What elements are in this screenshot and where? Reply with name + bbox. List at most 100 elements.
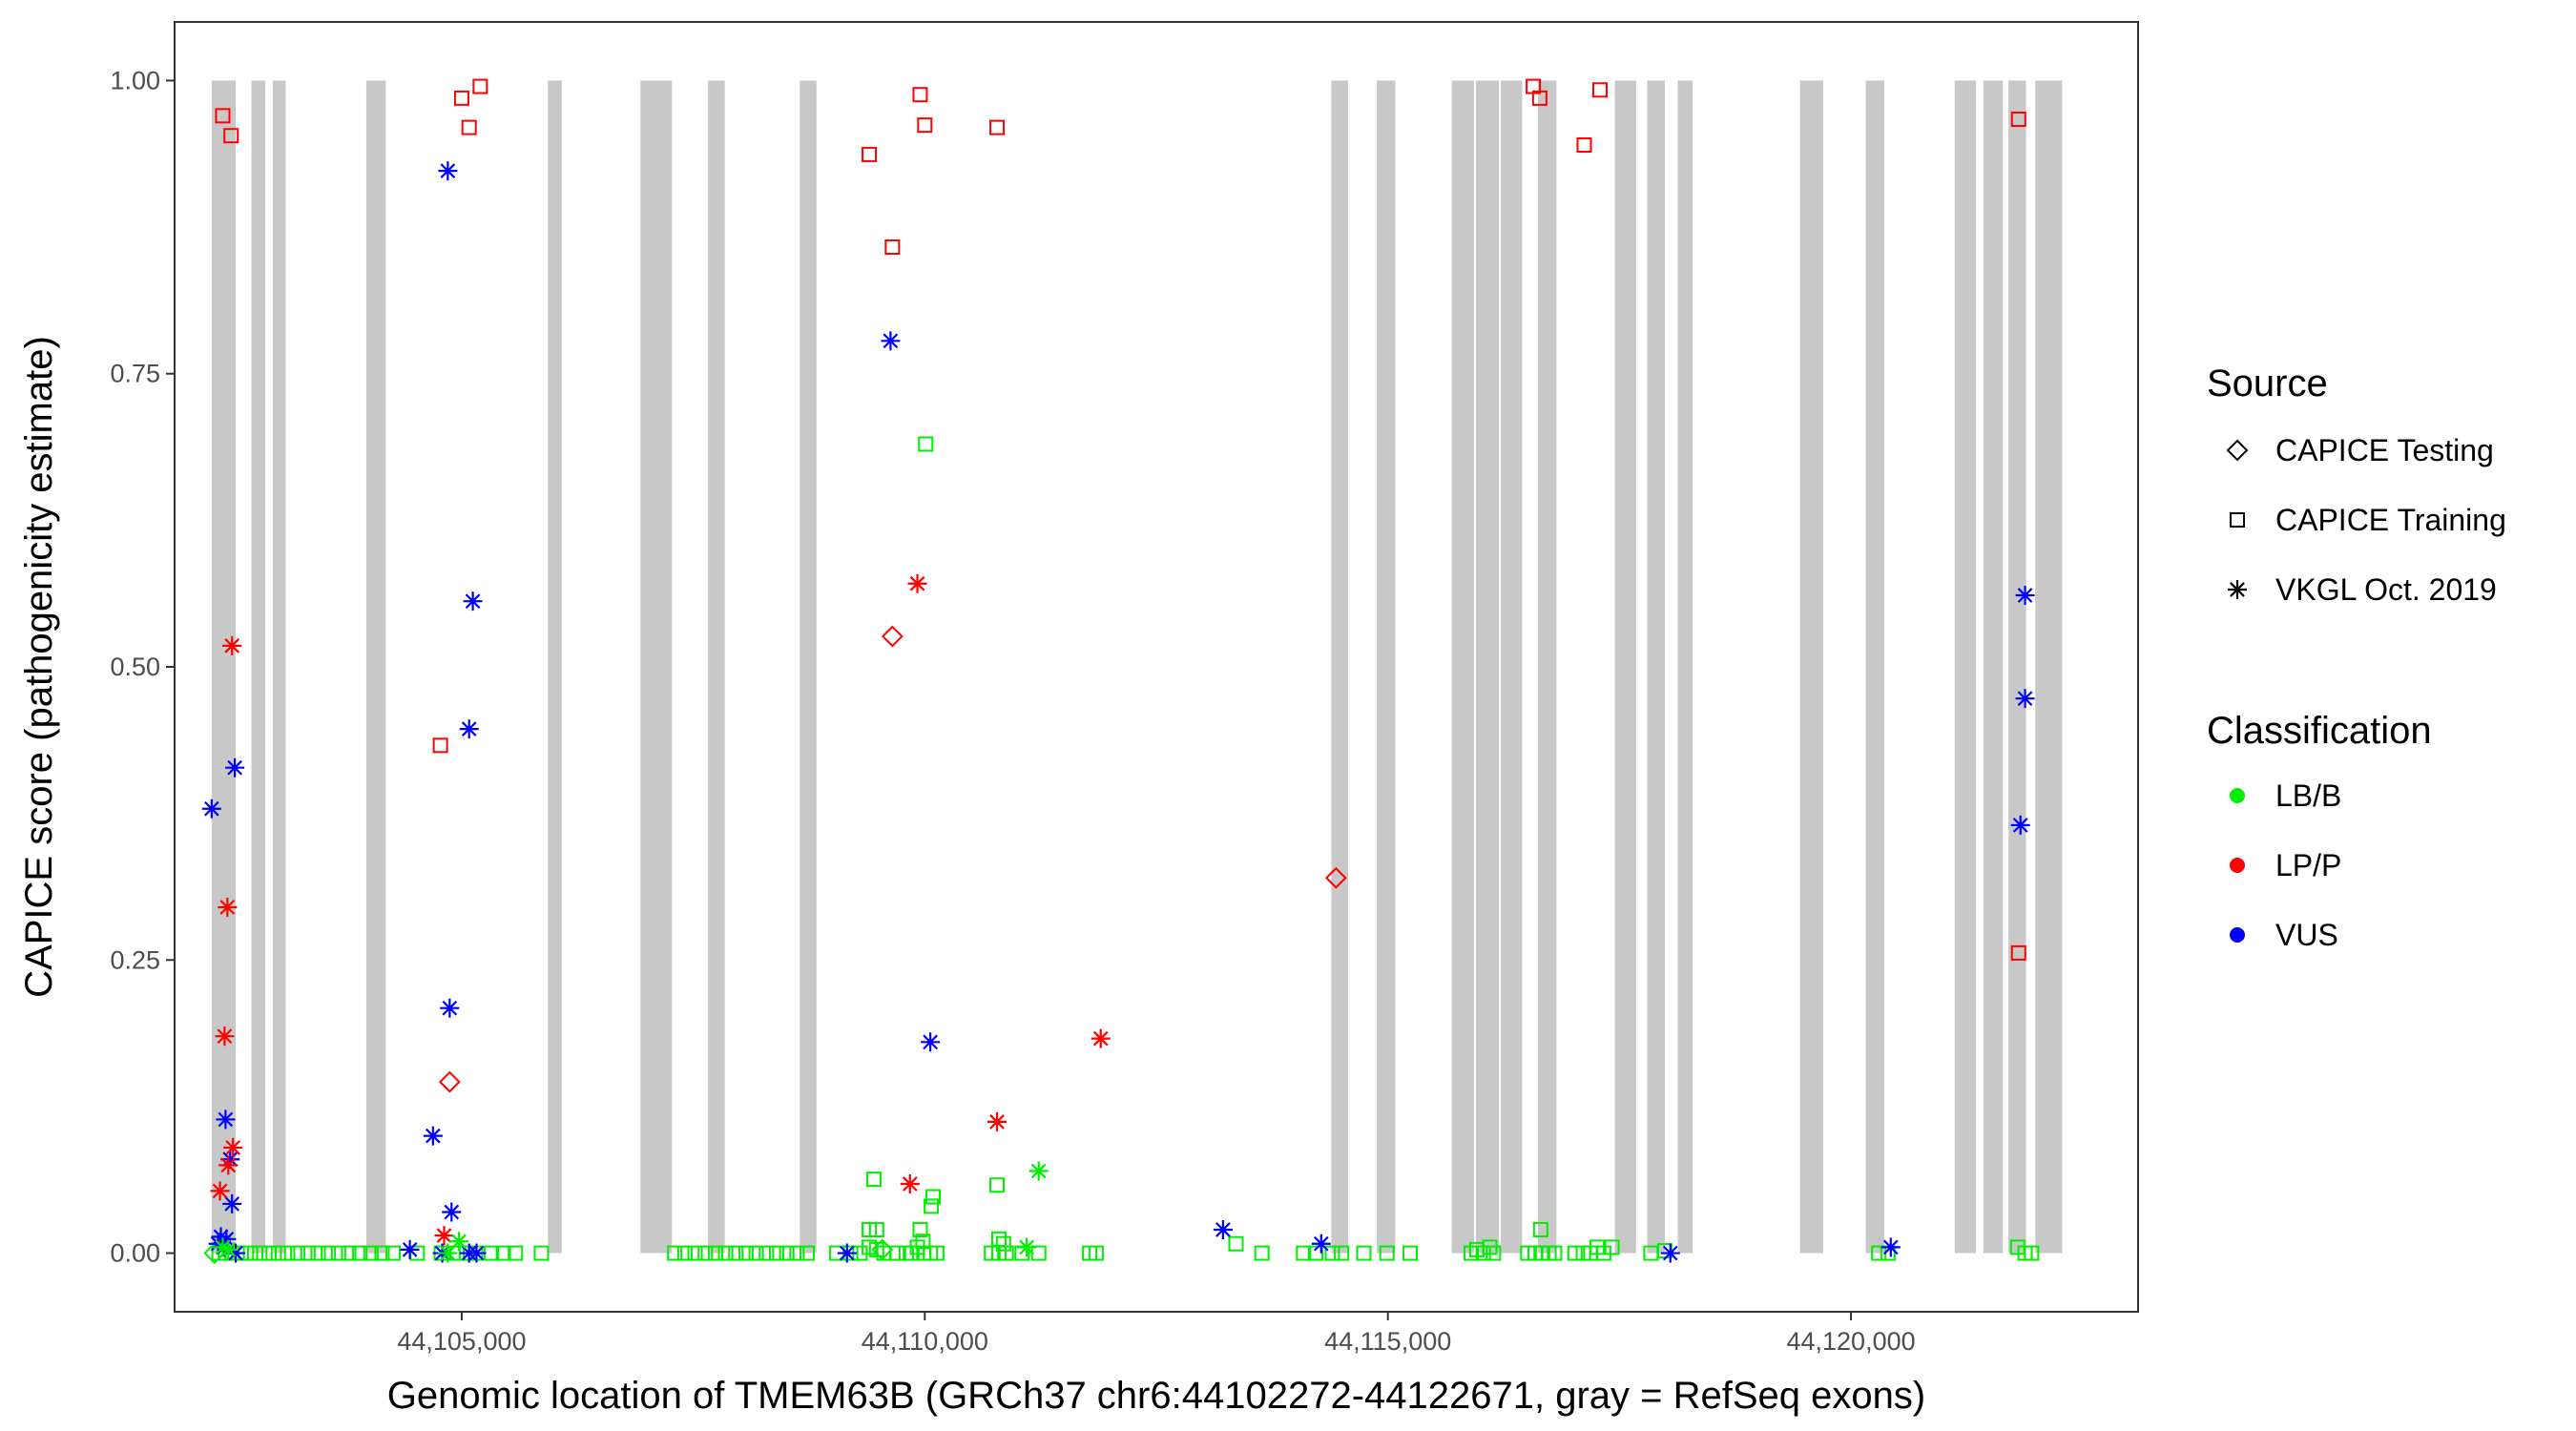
data-point <box>216 1110 236 1130</box>
data-point <box>213 1237 233 1257</box>
data-point <box>226 1243 246 1263</box>
data-point <box>924 1198 940 1214</box>
data-point <box>442 1202 462 1222</box>
data-point <box>995 1235 1011 1252</box>
data-point <box>533 1245 550 1261</box>
data-point <box>434 1226 454 1246</box>
data-point <box>300 1245 316 1261</box>
data-point <box>1532 1221 1548 1237</box>
series-vkgl-oct-2019 <box>213 1161 1049 1263</box>
legend-item-label: VKGL Oct. 2019 <box>2275 572 2497 607</box>
legend-key-icon <box>2226 439 2249 462</box>
x-tick-label: 44,115,000 <box>1324 1327 1451 1356</box>
legend-source-items: CAPICE Testing CAPICE Training VKGL Oct. 2… <box>2226 433 2506 607</box>
data-points <box>201 78 2040 1264</box>
data-point <box>218 897 238 917</box>
data-point <box>1547 1245 1563 1261</box>
legend-color-dot <box>2230 927 2245 943</box>
data-point <box>748 1245 764 1261</box>
data-point <box>225 757 245 778</box>
data-point <box>2010 944 2026 961</box>
exon-band <box>1475 80 1500 1254</box>
data-point <box>1091 1028 1111 1048</box>
data-point <box>432 737 448 754</box>
exon-band <box>1799 80 1823 1254</box>
legend-item-label: LP/P <box>2275 848 2341 882</box>
y-axis-title: CAPICE score (pathogenicity estimate) <box>18 336 60 998</box>
axes: 44,105,000 44,110,000 44,115,000 44,120,000… <box>110 66 1915 1356</box>
data-point <box>789 1245 805 1261</box>
data-point <box>1324 1245 1340 1261</box>
data-point <box>768 1245 784 1261</box>
exon-band <box>800 80 817 1254</box>
exon-band <box>1501 80 1523 1254</box>
data-point <box>837 1243 857 1263</box>
data-point <box>2024 1245 2040 1261</box>
data-point <box>800 1245 816 1261</box>
data-point <box>1485 1245 1502 1261</box>
legend-item-label: CAPICE Testing <box>2275 433 2494 467</box>
data-point <box>310 1245 326 1261</box>
legend-color-dot <box>2230 858 2245 873</box>
data-point <box>453 90 469 106</box>
data-point <box>459 719 479 739</box>
exon-band <box>1983 80 2004 1254</box>
data-point <box>461 119 477 135</box>
data-point <box>218 1239 239 1259</box>
legend-item-label: LB/B <box>2275 778 2341 813</box>
data-point <box>758 1245 775 1261</box>
x-tick-label: 44,120,000 <box>1786 1327 1915 1356</box>
data-point <box>779 1245 795 1261</box>
legend-source-item: CAPICE Testing <box>2226 433 2494 467</box>
data-point <box>201 798 221 819</box>
exon-band <box>1647 80 1665 1254</box>
data-point <box>215 1027 235 1047</box>
data-point <box>1880 1237 1901 1257</box>
exon-band <box>211 80 237 1254</box>
y-tick-label: 0.75 <box>110 360 160 388</box>
data-point <box>222 635 242 655</box>
legend-classification-items: LB/B LP/P VUS <box>2230 778 2341 952</box>
y-tick-label: 0.00 <box>110 1239 160 1268</box>
series-capice-testing <box>438 625 1347 1093</box>
data-point <box>2015 689 2035 709</box>
data-point <box>928 1245 945 1261</box>
data-point <box>989 119 1006 135</box>
data-point <box>865 1172 882 1188</box>
exon-band <box>1451 80 1474 1254</box>
data-point <box>1296 1245 1312 1261</box>
exon-band <box>1614 80 1636 1254</box>
data-point <box>717 1245 734 1261</box>
data-point <box>917 117 933 134</box>
data-point <box>1356 1245 1372 1261</box>
data-point <box>508 1245 524 1261</box>
data-point <box>998 1245 1014 1261</box>
data-point <box>912 1221 928 1237</box>
data-point <box>1576 137 1592 154</box>
data-point <box>900 1174 920 1194</box>
data-point <box>467 1243 487 1263</box>
data-point <box>889 1245 905 1261</box>
data-point <box>352 1245 368 1261</box>
data-point <box>220 1150 240 1170</box>
data-point <box>737 1245 754 1261</box>
data-point <box>438 161 458 181</box>
data-point <box>987 1111 1008 1131</box>
data-point <box>1531 90 1548 106</box>
data-point <box>321 1245 337 1261</box>
data-point <box>1228 1235 1244 1252</box>
exon-band <box>2008 80 2026 1254</box>
data-point <box>697 1245 714 1261</box>
data-point <box>223 1137 243 1157</box>
exon-band <box>272 80 286 1254</box>
data-point <box>871 1238 894 1261</box>
exon-band <box>1865 80 1885 1254</box>
data-point <box>210 1181 230 1201</box>
data-point <box>907 573 927 593</box>
data-point <box>1402 1245 1418 1261</box>
data-point <box>218 1155 239 1175</box>
data-point <box>1567 1245 1583 1261</box>
data-point <box>676 1245 693 1261</box>
data-point <box>1660 1243 1680 1263</box>
